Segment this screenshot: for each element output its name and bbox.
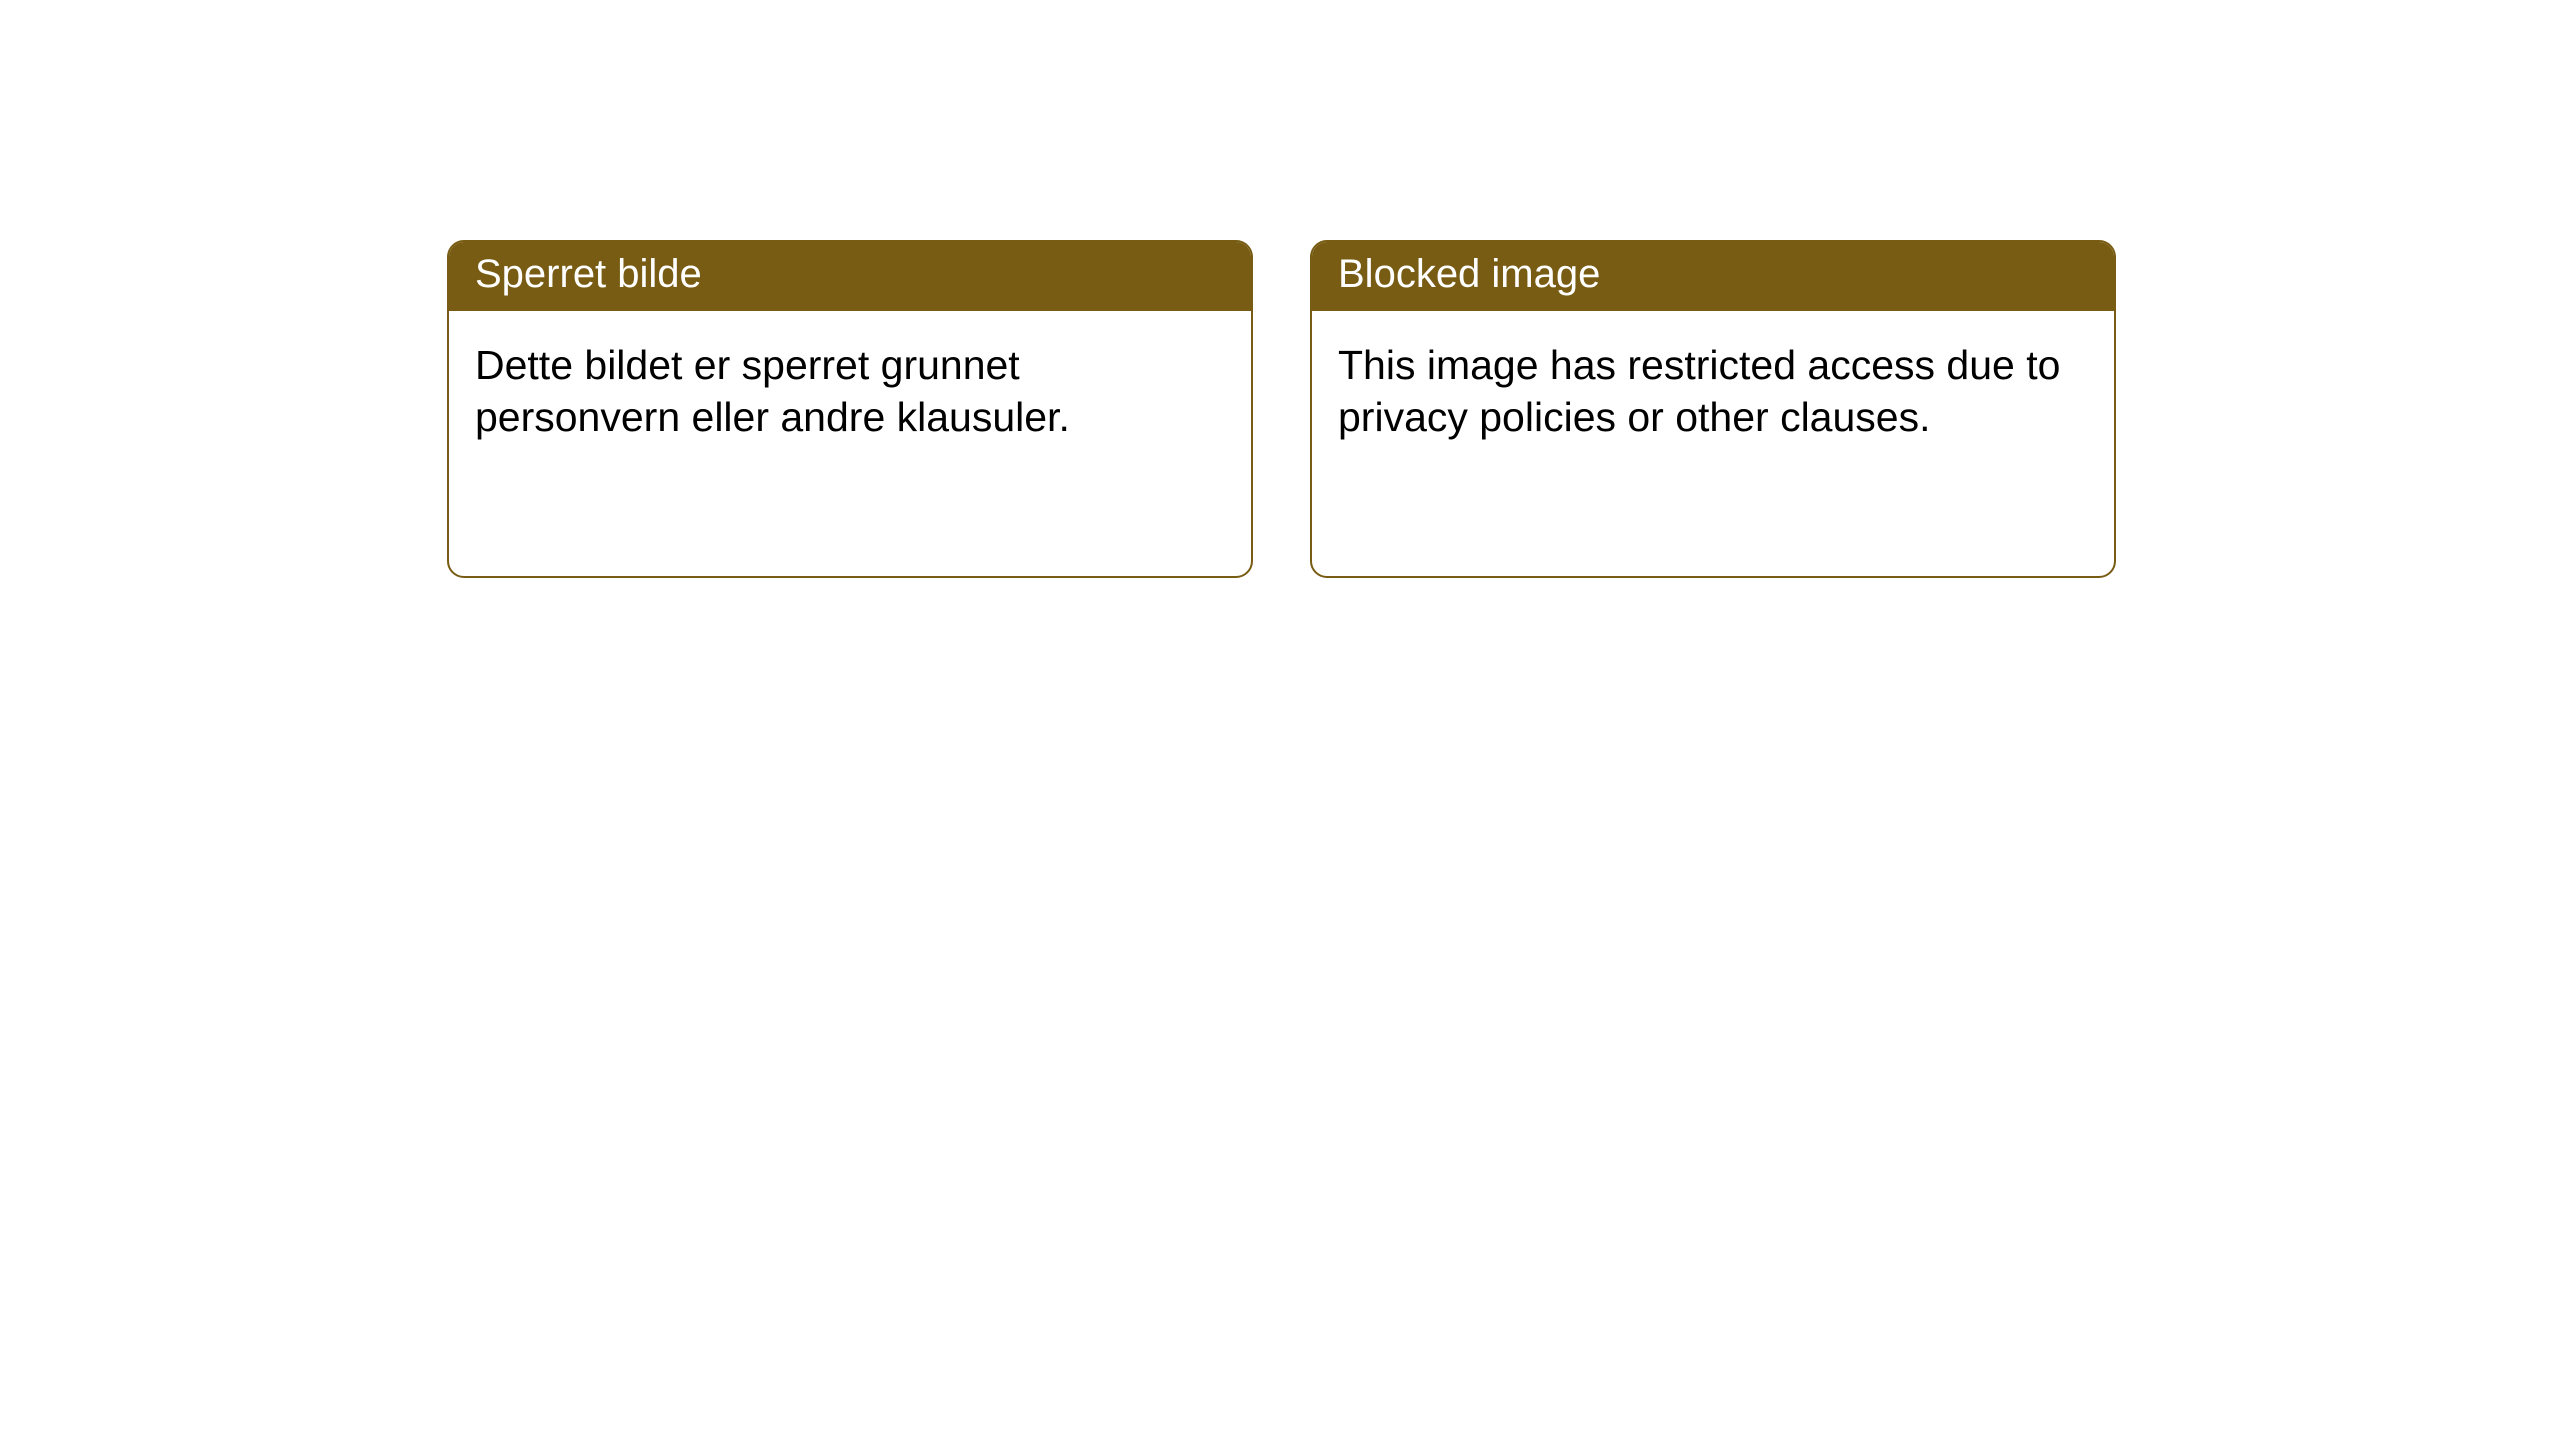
card-body-text: This image has restricted access due to …	[1338, 342, 2060, 440]
card-body: This image has restricted access due to …	[1312, 311, 2114, 472]
card-norwegian: Sperret bilde Dette bildet er sperret gr…	[447, 240, 1253, 578]
card-header: Blocked image	[1312, 242, 2114, 311]
card-title: Sperret bilde	[475, 252, 702, 296]
card-body-text: Dette bildet er sperret grunnet personve…	[475, 342, 1070, 440]
card-english: Blocked image This image has restricted …	[1310, 240, 2116, 578]
card-header: Sperret bilde	[449, 242, 1251, 311]
card-title: Blocked image	[1338, 252, 1600, 296]
cards-container: Sperret bilde Dette bildet er sperret gr…	[447, 240, 2560, 578]
card-body: Dette bildet er sperret grunnet personve…	[449, 311, 1251, 472]
